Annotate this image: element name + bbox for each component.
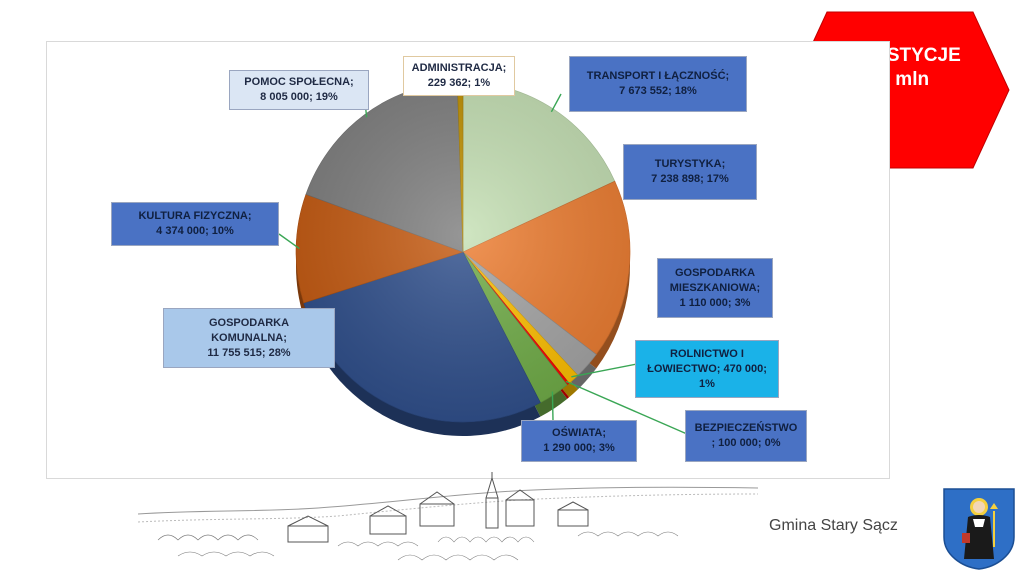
label-gospmiesz-line3: 1 110 000; 3% <box>679 296 751 309</box>
label-oswiata-line2: 1 290 000; 3% <box>543 442 615 454</box>
label-kultura-line1: KULTURA FIZYCZNA; <box>138 210 252 222</box>
leader-line-transport <box>550 93 562 113</box>
label-turystyka: TURYSTYKA; 7 238 898; 17% <box>623 144 757 200</box>
label-kultura-line2: 4 374 000; 10% <box>156 225 234 237</box>
leader-line-oswiata <box>551 391 554 421</box>
pie-shading <box>296 82 630 422</box>
label-oswiata: OŚWIATA; 1 290 000; 3% <box>521 420 637 462</box>
leader-line-bezpiecz <box>565 380 688 435</box>
label-gospodarka-komunalna: GOSPODARKA KOMUNALNA; 11 755 515; 28% <box>163 308 335 368</box>
label-pomoc-line2: 8 005 000; 19% <box>260 91 338 103</box>
pie-chart-frame: ADMINISTRACJA; 229 362; 1% TRANSPORT I Ł… <box>46 41 890 479</box>
label-rolnictwo: ROLNICTWO I ŁOWIECTWO; 470 000; 1% <box>635 340 779 398</box>
label-administracja-line1: ADMINISTRACJA; <box>411 62 507 74</box>
municipality-name: Gmina Stary Sącz <box>769 517 898 534</box>
label-oswiata-line1: OŚWIATA; <box>552 427 606 439</box>
label-transport-line1: TRANSPORT I ŁĄCZNOŚĆ; <box>586 70 730 82</box>
label-gospkom-line3: 11 755 515; 28% <box>207 346 291 359</box>
coat-of-arms-icon <box>943 488 1015 570</box>
label-transport: TRANSPORT I ŁĄCZNOŚĆ; 7 673 552; 18% <box>569 56 747 112</box>
pie-slices <box>295 81 631 423</box>
label-pomoc-line1: POMOC SPOŁECNA; <box>244 76 354 88</box>
label-gospkom-line1: GOSPODARKA <box>208 316 290 329</box>
label-bezpiecz-line2: ; 100 000; 0% <box>711 437 781 449</box>
label-rolnictwo-line1: ROLNICTWO I <box>670 347 744 360</box>
pie-chart <box>278 81 688 437</box>
leader-line-rolnictwo <box>571 363 638 378</box>
leader-line-kultura <box>278 233 300 250</box>
label-turystyka-line2: 7 238 898; 17% <box>651 173 729 185</box>
label-bezpieczenstwo: BEZPIECZEŃSTWO ; 100 000; 0% <box>685 410 807 462</box>
label-administracja-line2: 229 362; 1% <box>427 77 491 89</box>
label-pomoc-spoleczna: POMOC SPOŁECNA; 8 005 000; 19% <box>229 70 369 110</box>
label-gospmiesz-line2: MIESZKANIOWA; <box>669 281 761 294</box>
town-panorama-sketch <box>138 472 758 561</box>
label-kultura-fizyczna: KULTURA FIZYCZNA; 4 374 000; 10% <box>111 202 279 246</box>
label-gospodarka-mieszkaniowa: GOSPODARKA MIESZKANIOWA; 1 110 000; 3% <box>657 258 773 318</box>
label-gospkom-line2: KOMUNALNA; <box>211 331 287 344</box>
label-rolnictwo-line3: 1% <box>699 377 715 390</box>
label-bezpiecz-line1: BEZPIECZEŃSTWO <box>694 422 798 434</box>
label-turystyka-line1: TURYSTYKA; <box>654 158 726 170</box>
label-gospmiesz-line1: GOSPODARKA <box>674 266 756 279</box>
label-administracja: ADMINISTRACJA; 229 362; 1% <box>403 56 515 96</box>
label-transport-line2: 7 673 552; 18% <box>619 85 697 97</box>
label-rolnictwo-line2: ŁOWIECTWO; 470 000; <box>647 362 767 375</box>
